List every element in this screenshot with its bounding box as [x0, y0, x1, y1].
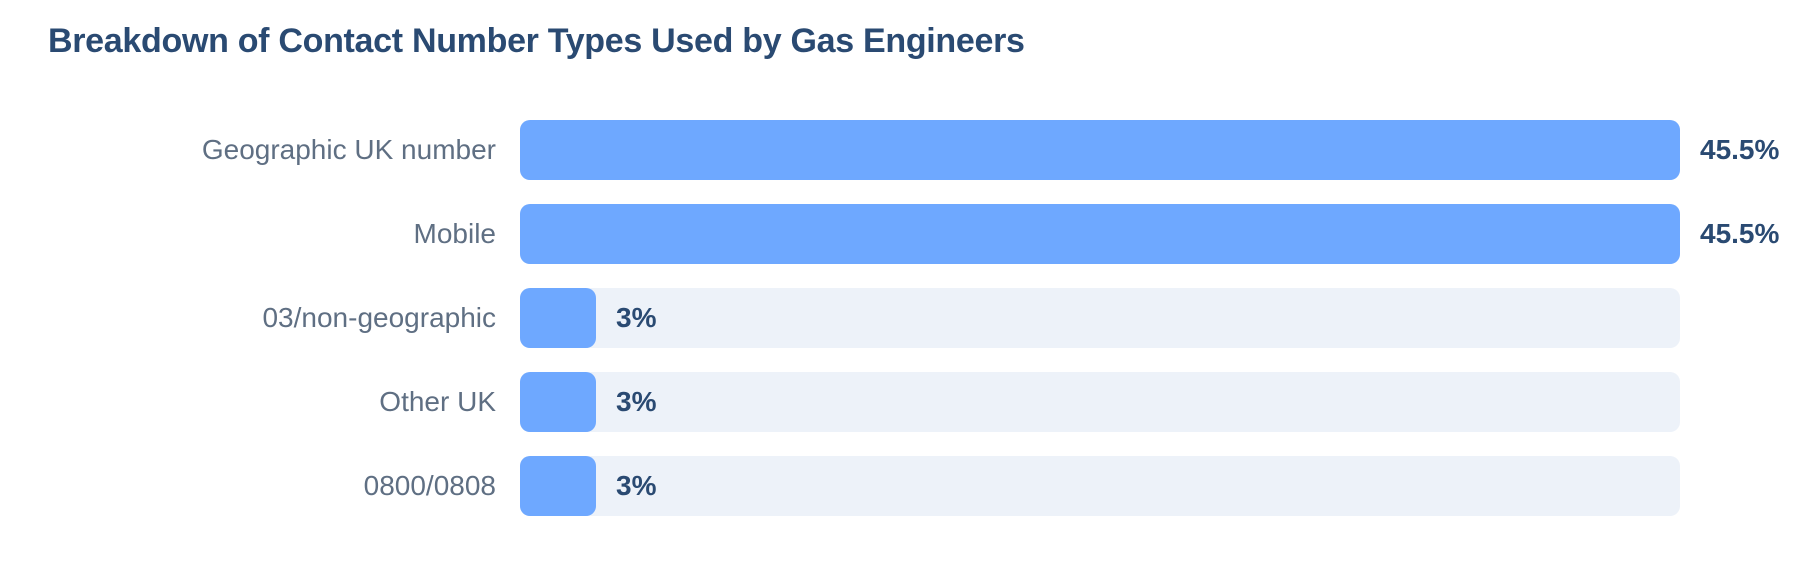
value-label: 3% [616, 470, 657, 501]
chart-title: Breakdown of Contact Number Types Used b… [48, 22, 1025, 60]
bar [520, 288, 596, 348]
category-label: 0800/0808 [363, 470, 496, 501]
category-label: Other UK [379, 386, 496, 417]
bar [520, 120, 1680, 180]
bar-track [520, 288, 1680, 348]
value-label: 45.5% [1700, 134, 1780, 165]
category-label: Geographic UK number [201, 134, 496, 165]
bar-row: 03/non-geographic 3% [0, 288, 1800, 348]
category-label: Mobile [413, 218, 496, 249]
value-label: 3% [616, 302, 657, 333]
bar-track [520, 372, 1680, 432]
bar [520, 204, 1680, 264]
value-label: 45.5% [1700, 218, 1780, 249]
bar-row: Mobile 45.5% [0, 204, 1800, 264]
bar [520, 372, 596, 432]
category-label: 03/non-geographic [262, 302, 496, 333]
bar [520, 456, 596, 516]
value-label: 3% [616, 386, 657, 417]
bar-row: 0800/0808 3% [0, 456, 1800, 516]
bar-track [520, 456, 1680, 516]
bar-row: Geographic UK number 45.5% [0, 120, 1800, 180]
bar-row: Other UK 3% [0, 372, 1800, 432]
